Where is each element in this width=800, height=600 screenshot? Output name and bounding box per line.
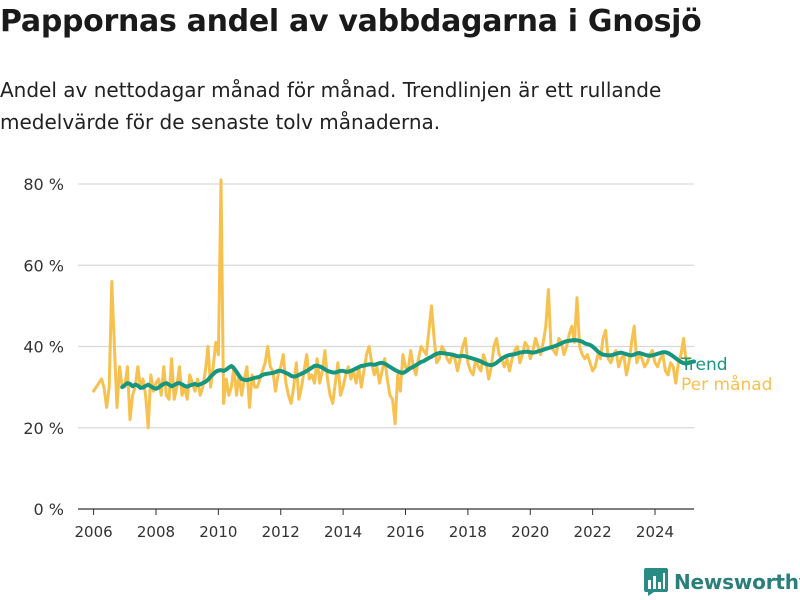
page-title: Pappornas andel av vabbdagarna i Gnosjö: [0, 4, 702, 39]
x-tick-label: 2014: [324, 523, 362, 541]
page-subtitle: Andel av nettodagar månad för månad. Tre…: [0, 78, 662, 134]
x-tick-label: 2008: [137, 523, 175, 541]
legend-label-per-manad: Per månad: [681, 374, 772, 395]
x-tick-label: 2024: [636, 523, 674, 541]
x-tick-label: 2022: [574, 523, 612, 541]
x-tick-label: 2020: [511, 523, 549, 541]
bar-chart-logo-icon: [644, 568, 668, 596]
series-line-per-manad: [92, 178, 691, 430]
y-tick-label: 40 %: [23, 338, 64, 357]
y-tick-label: 0 %: [34, 500, 64, 519]
x-tick-label: 2016: [386, 523, 424, 541]
newsworthy-logo: Newsworthy: [644, 568, 800, 596]
legend-label-trend: Trend: [680, 355, 728, 375]
x-tick-label: 2010: [199, 523, 237, 541]
y-tick-label: 20 %: [23, 419, 64, 438]
x-tick-label: 2012: [262, 523, 300, 541]
x-tick-label: 2006: [75, 523, 113, 541]
y-tick-label: 80 %: [23, 175, 64, 194]
y-tick-label: 60 %: [23, 256, 64, 275]
x-tick-label: 2018: [449, 523, 487, 541]
series-line-trend: [120, 338, 696, 391]
brand-name: Newsworthy: [674, 570, 800, 594]
